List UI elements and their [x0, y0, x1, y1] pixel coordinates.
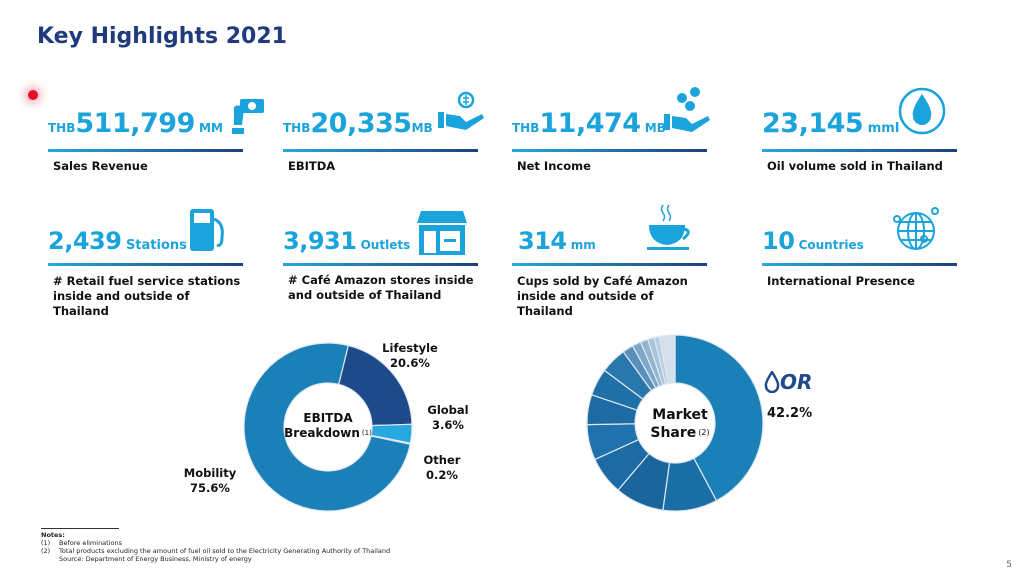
coffee-cup-icon — [647, 204, 690, 250]
legend-other: Other 0.2% — [412, 453, 472, 483]
notes: Notes: (1) Before eliminations (2) Total pr… — [41, 528, 390, 563]
legend-global: Global 3.6% — [418, 403, 478, 433]
label-line-2: inside and outside of Thailand — [53, 289, 190, 318]
line2-row: Breakdown (1) — [268, 426, 388, 441]
label: Net Income — [517, 159, 591, 173]
fuel-pump-icon — [190, 209, 224, 251]
or-drop-icon — [764, 371, 780, 393]
line1: Market — [652, 407, 708, 423]
value: 20,335 — [310, 108, 412, 139]
oil-drop-icon — [898, 87, 946, 135]
line2: Share — [650, 425, 697, 441]
label: Oil volume sold in Thailand — [767, 159, 943, 173]
legend-lifestyle: Lifestyle 20.6% — [375, 341, 445, 371]
coin-hand-icon — [438, 91, 484, 130]
page-title: Key Highlights 2021 — [37, 24, 287, 49]
line2: Breakdown — [284, 426, 360, 440]
label: Sales Revenue — [53, 159, 148, 173]
notes-heading: Notes: — [41, 531, 65, 539]
logo-text: OR — [780, 370, 813, 394]
name: Global — [427, 403, 469, 417]
unit: Countries — [794, 238, 864, 252]
note-text: Before eliminations — [59, 539, 123, 547]
value: 11,474 — [539, 108, 641, 139]
charts-area — [243, 334, 764, 512]
name: Lifestyle — [382, 341, 438, 355]
money-hand-icon — [232, 99, 264, 134]
note-text: Source: Department of Energy Business, M… — [59, 555, 252, 563]
prefix: THB — [48, 121, 76, 135]
value: 3,931 — [283, 227, 357, 255]
unit: mml — [863, 121, 900, 136]
label: EBITDA — [288, 159, 336, 173]
unit: Outlets — [356, 238, 411, 252]
note-ref-1: (1) — [361, 429, 372, 437]
note-ref-2: (2) — [698, 428, 710, 437]
prefix: THB — [283, 121, 311, 135]
label-line-1: Cups sold by Café Amazon — [517, 274, 688, 288]
line2-row: Share (2) — [620, 424, 740, 442]
note-item: Source: Department of Energy Business, M… — [41, 555, 390, 563]
label-line-1: # Café Amazon stores inside — [288, 273, 474, 287]
unit: MB — [411, 121, 433, 135]
pct: 0.2% — [426, 468, 458, 482]
note-num: (1) — [41, 539, 51, 547]
market-slice — [658, 334, 676, 385]
label-line-1: International Presence — [767, 274, 915, 288]
or-share-label: 42.2% — [767, 406, 813, 421]
value: 511,799 — [75, 108, 195, 139]
pct: 75.6% — [190, 481, 230, 495]
or-logo: OR — [764, 370, 812, 394]
line1: EBITDA — [303, 411, 353, 425]
value: 2,439 — [48, 227, 122, 255]
market-slice — [674, 334, 764, 502]
unit: MM — [194, 121, 223, 135]
unit: MB — [640, 121, 666, 135]
pointer-cursor — [28, 90, 38, 100]
note-num: (2) — [41, 547, 51, 555]
coins-hand-icon — [664, 87, 710, 132]
value: 23,145 — [762, 108, 864, 139]
ebitda-center-label: EBITDA Breakdown (1) — [268, 411, 388, 441]
label-line-2: inside and outside of Thailand — [517, 289, 654, 318]
note-item: (1) Before eliminations — [41, 539, 390, 547]
label-line-2: and outside of Thailand — [288, 288, 442, 302]
unit: mm — [566, 238, 596, 252]
legend-mobility: Mobility 75.6% — [180, 466, 240, 496]
value: 314 — [518, 227, 567, 255]
pct: 20.6% — [390, 356, 430, 370]
note-item: (2) Total products excluding the amount o… — [41, 547, 390, 555]
store-icon — [417, 211, 467, 255]
note-text: Total products excluding the amount of f… — [59, 547, 391, 555]
slice-mobility — [243, 342, 411, 512]
label-line-1: # Retail fuel service stations — [53, 274, 241, 288]
market-center-label: Market Share (2) — [620, 406, 740, 442]
prefix: THB — [512, 121, 540, 135]
name: Mobility — [183, 466, 237, 480]
page-number: 5 — [1006, 560, 1012, 570]
globe-icon — [893, 207, 939, 250]
name: Other — [423, 453, 461, 467]
value: 10 — [762, 227, 795, 255]
unit: Stations — [121, 238, 187, 253]
pct: 3.6% — [432, 418, 464, 432]
